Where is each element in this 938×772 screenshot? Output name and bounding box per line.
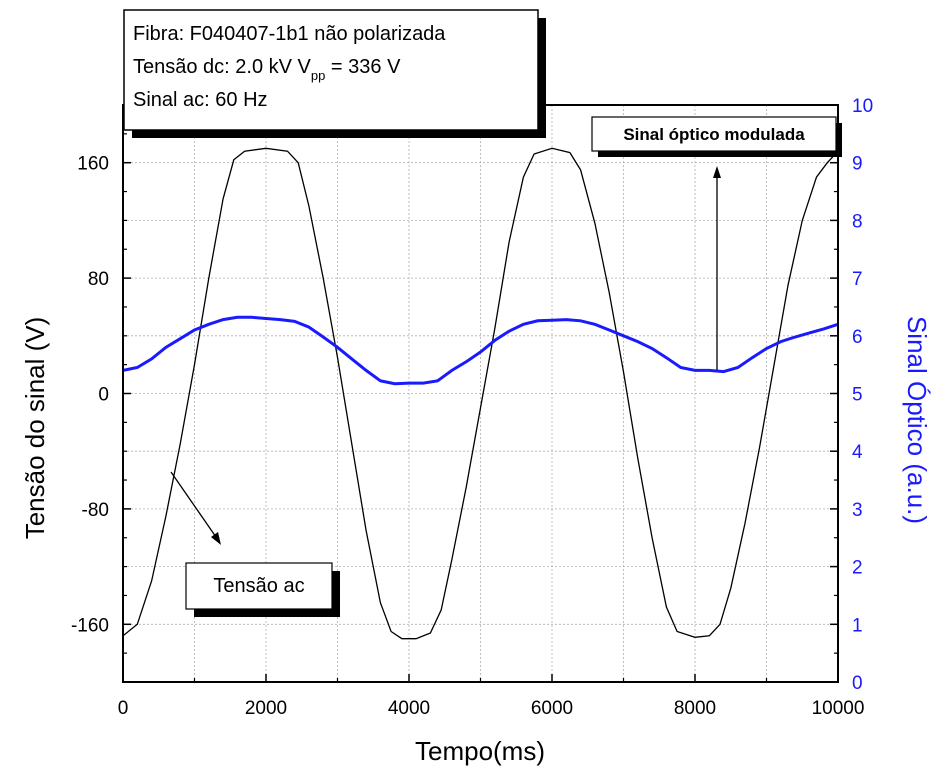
x-axis-title: Tempo(ms) xyxy=(415,736,545,766)
optical-series-line xyxy=(122,315,839,386)
y2-tick-label: 0 xyxy=(852,673,863,694)
x-tick-label: 10000 xyxy=(812,698,865,719)
y2-axis-title: Sinal Óptico (a.u.) xyxy=(902,316,932,524)
y2-tick-label: 2 xyxy=(852,558,863,579)
voltage-annotation-arrow xyxy=(170,471,217,538)
optical-annotation: Sinal óptico modulada xyxy=(591,116,842,370)
y2-tick-label: 9 xyxy=(852,154,863,175)
y2-tick-label: 7 xyxy=(852,269,863,290)
y-tick-label: 160 xyxy=(77,154,109,175)
voltage-annotation-label: Tensão ac xyxy=(213,575,304,597)
axis-ticks: 0 2000 4000 6000 8000 10000 -160 -80 0 80 160 0 1 2 3 4… xyxy=(71,96,873,719)
voltage-annotation-frame xyxy=(185,562,333,610)
y-tick-label: 80 xyxy=(88,269,109,290)
x-tick-label: 8000 xyxy=(674,698,716,719)
info-box: Fibra: F040407-1b1 não polarizada Tensão… xyxy=(123,9,546,138)
info-line-2: Tensão dc: 2.0 kV Vpp = 336 V xyxy=(133,56,401,83)
y-axis-title: Tensão do sinal (V) xyxy=(20,317,50,540)
y2-tick-label: 3 xyxy=(852,500,863,521)
x-tick-label: 0 xyxy=(118,698,129,719)
y2-tick-label: 4 xyxy=(852,442,863,463)
info-line-2-prefix: Tensão dc: 2.0 kV V xyxy=(133,56,312,78)
voltage-series-line xyxy=(122,147,839,640)
y-tick-label: 0 xyxy=(98,385,109,406)
info-line-2-subscript: pp xyxy=(311,68,325,83)
info-line-3: Sinal ac: 60 Hz xyxy=(133,89,268,111)
info-line-2-suffix: = 336 V xyxy=(325,56,401,78)
y2-tick-label: 6 xyxy=(852,327,863,348)
y2-tick-label: 10 xyxy=(852,96,873,117)
y-tick-label: -80 xyxy=(82,500,109,521)
optical-arrow-head xyxy=(713,166,721,178)
x-tick-label: 4000 xyxy=(388,698,430,719)
voltage-annotation: Tensão ac xyxy=(170,471,340,617)
info-box-frame xyxy=(123,9,539,131)
y2-tick-label: 1 xyxy=(852,615,863,636)
x-tick-label: 2000 xyxy=(245,698,287,719)
voltage-arrow-head xyxy=(211,532,221,545)
y2-tick-label: 8 xyxy=(852,211,863,232)
optical-annotation-label: Sinal óptico modulada xyxy=(623,125,805,144)
series-layer xyxy=(122,147,839,640)
x-tick-label: 6000 xyxy=(531,698,573,719)
info-line-1: Fibra: F040407-1b1 não polarizada xyxy=(133,23,446,45)
y-tick-label: -160 xyxy=(71,615,109,636)
grid xyxy=(123,105,838,682)
y2-tick-label: 5 xyxy=(852,385,863,406)
optical-annotation-frame xyxy=(591,116,837,152)
